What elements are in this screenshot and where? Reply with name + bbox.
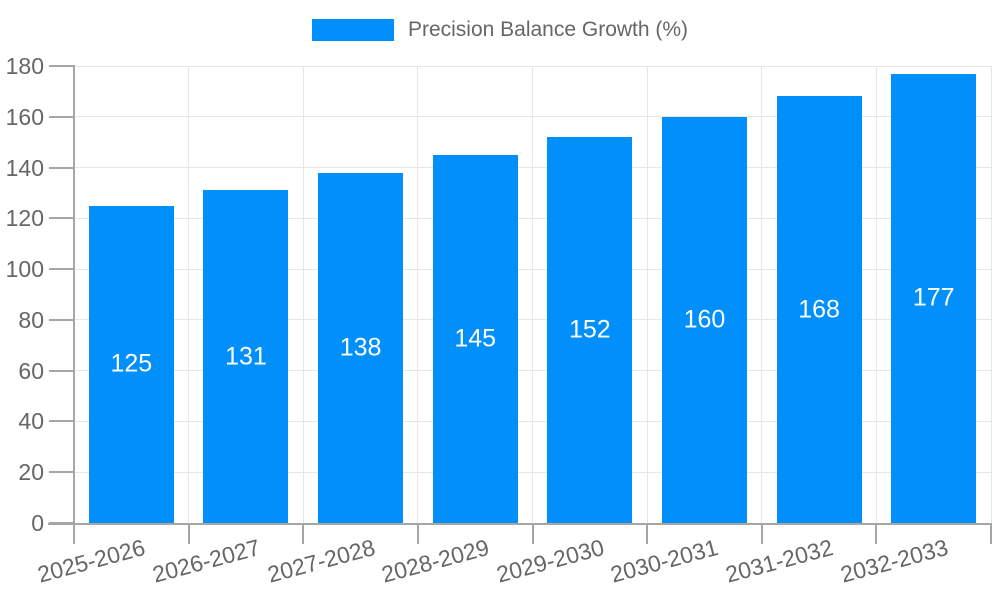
vertical-gridline [761, 66, 763, 523]
vertical-gridline [646, 66, 648, 523]
bar[interactable] [891, 73, 977, 523]
bar[interactable] [318, 172, 404, 523]
y-axis-tick-label: 180 [5, 53, 44, 79]
y-tick [49, 471, 75, 474]
x-axis-line [48, 523, 991, 525]
bar[interactable] [88, 205, 174, 523]
y-axis-tick-label: 80 [18, 306, 44, 333]
bar[interactable] [776, 96, 862, 523]
vertical-gridline [417, 66, 419, 523]
vertical-gridline [188, 66, 190, 523]
y-axis-tick-label: 20 [18, 459, 44, 486]
vertical-gridline [875, 66, 877, 523]
x-axis-category-label: 2029-2030 [493, 534, 607, 588]
y-axis-tick-label: 100 [5, 256, 44, 283]
x-axis-category-label: 2028-2029 [378, 534, 492, 588]
vertical-gridline [990, 66, 992, 523]
x-axis-category-label: 2032-2033 [837, 534, 951, 588]
x-tick [531, 523, 534, 544]
y-axis-line [73, 66, 75, 544]
x-tick [646, 523, 649, 544]
y-tick [49, 369, 75, 372]
legend-swatch-icon [311, 19, 394, 41]
y-tick [49, 420, 75, 423]
x-tick [416, 523, 419, 544]
x-tick [187, 523, 190, 544]
y-tick [49, 166, 75, 169]
y-axis-tick-label: 160 [5, 103, 44, 130]
y-tick [49, 217, 75, 220]
x-axis-category-label: 2026-2027 [149, 534, 263, 588]
x-axis-category-label: 2031-2032 [722, 534, 836, 588]
x-axis-category-label: 2027-2028 [264, 534, 378, 588]
vertical-gridline [532, 66, 533, 523]
vertical-gridline [302, 66, 304, 523]
bar[interactable] [203, 190, 289, 523]
x-tick [990, 523, 992, 544]
x-tick [302, 523, 305, 544]
x-tick [760, 523, 763, 544]
x-axis-category-label: 2030-2031 [608, 534, 722, 588]
y-axis-tick-label: 40 [18, 408, 44, 435]
bar[interactable] [661, 116, 747, 523]
y-axis-tick-label: 140 [5, 154, 44, 181]
y-axis-tick-label: 120 [5, 205, 44, 232]
x-tick [875, 523, 878, 544]
legend-label: Precision Balance Growth (%) [407, 18, 689, 41]
legend-item[interactable]: Precision Balance Growth (%) [0, 18, 1000, 42]
y-tick [49, 318, 75, 321]
y-axis-tick-label: 0 [31, 510, 44, 536]
bar[interactable] [432, 154, 518, 523]
x-axis-category-label: 2025-2026 [35, 534, 149, 588]
y-tick [49, 268, 75, 271]
y-tick [49, 65, 75, 67]
y-axis-tick-label: 60 [18, 357, 44, 384]
bar[interactable] [547, 137, 633, 523]
y-tick [49, 115, 75, 118]
